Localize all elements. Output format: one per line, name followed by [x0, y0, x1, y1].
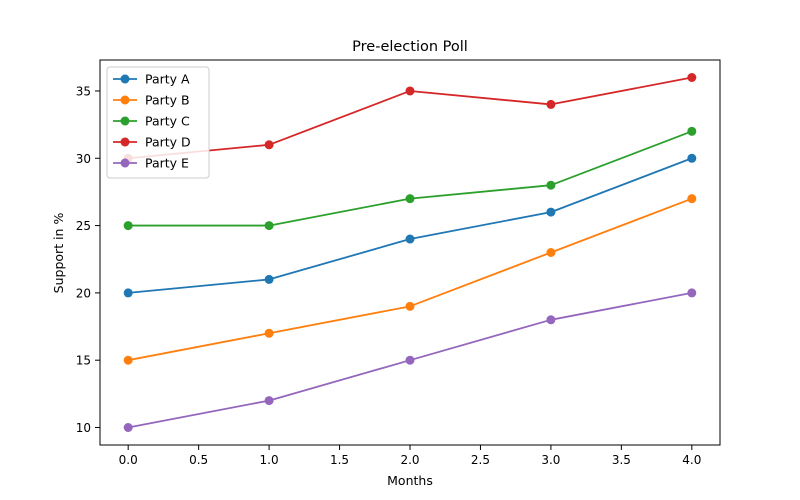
y-tick-label: 35: [76, 84, 91, 98]
legend-label: Party C: [145, 114, 190, 129]
series-party-b: [123, 194, 697, 365]
x-tick-label: 2.0: [400, 453, 419, 467]
x-tick-label: 4.0: [682, 453, 701, 467]
legend-label: Party D: [145, 135, 191, 150]
x-tick-label: 0.0: [119, 453, 138, 467]
y-axis-label: Support in %: [51, 213, 66, 294]
data-point-party-d: [546, 99, 556, 109]
x-tick-label: 0.5: [189, 453, 208, 467]
data-point-party-a: [687, 153, 697, 163]
plot-area: [99, 59, 721, 446]
legend-marker: [120, 95, 130, 105]
data-point-party-e: [405, 355, 415, 365]
data-point-party-b: [264, 328, 274, 338]
x-tick-label: 1.0: [260, 453, 279, 467]
y-tick-label: 30: [76, 152, 91, 166]
series-party-c: [123, 126, 697, 231]
legend: Party A Party B Party C Party D Party E: [106, 66, 210, 179]
x-tick-label: 2.5: [471, 453, 490, 467]
x-axis: 0.0 0.5 1.0 1.5 2.0 2.5 3.0 3.5 4.0: [119, 445, 701, 467]
data-point-party-b: [687, 194, 697, 204]
legend-marker: [120, 158, 130, 168]
y-tick-label: 25: [76, 219, 91, 233]
data-point-party-c: [123, 221, 133, 231]
x-tick-label: 3.5: [612, 453, 631, 467]
y-tick-label: 10: [76, 421, 91, 435]
legend-label: Party A: [145, 72, 190, 87]
data-point-party-c: [546, 180, 556, 190]
y-tick-label: 20: [76, 286, 91, 300]
data-point-party-a: [546, 207, 556, 217]
data-point-party-e: [264, 396, 274, 406]
series-party-a: [123, 153, 697, 298]
legend-box: [106, 66, 210, 179]
data-point-party-c: [264, 221, 274, 231]
data-point-party-c: [405, 194, 415, 204]
data-point-party-a: [405, 234, 415, 244]
series-party-d: [123, 73, 697, 163]
y-axis: 10 15 20 25 30 35: [76, 84, 100, 435]
data-point-party-c: [687, 126, 697, 136]
legend-item-party-e: Party E: [113, 156, 189, 171]
data-point-party-b: [546, 248, 556, 257]
series-line-party-c: [128, 130, 693, 227]
legend-item-party-a: Party A: [113, 72, 190, 87]
data-point-party-e: [546, 315, 556, 325]
chart-title: Pre-election Poll: [352, 39, 468, 55]
legend-item-party-d: Party D: [113, 135, 191, 150]
data-point-party-b: [405, 301, 415, 311]
x-axis-label: Months: [387, 473, 433, 488]
data-point-party-e: [123, 423, 133, 432]
x-tick-label: 1.5: [330, 453, 349, 467]
legend-marker: [120, 74, 130, 84]
legend-marker: [120, 116, 130, 126]
legend-item-party-c: Party C: [113, 114, 190, 129]
y-tick-label: 15: [76, 354, 91, 368]
legend-label: Party E: [145, 156, 189, 171]
data-point-party-d: [264, 140, 274, 150]
legend-label: Party B: [145, 93, 190, 108]
x-tick-label: 3.0: [541, 453, 560, 467]
data-point-party-d: [687, 73, 697, 82]
data-point-party-e: [687, 288, 697, 298]
series-line-party-b: [128, 197, 693, 362]
data-point-party-a: [123, 288, 133, 298]
legend-marker: [120, 137, 130, 147]
data-point-party-d: [405, 86, 415, 96]
series-party-e: [123, 288, 697, 432]
data-point-party-b: [123, 355, 133, 365]
legend-item-party-b: Party B: [113, 93, 190, 108]
data-point-party-a: [264, 274, 274, 284]
